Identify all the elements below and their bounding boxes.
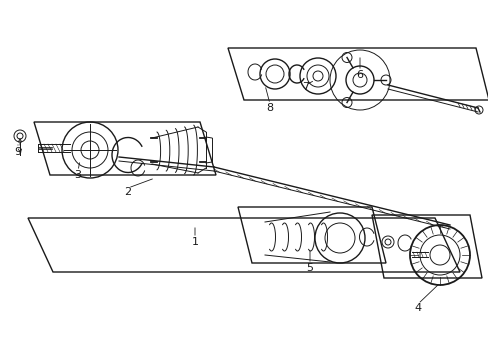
Text: 4: 4: [414, 303, 421, 313]
Text: 3: 3: [74, 170, 81, 180]
Text: 2: 2: [124, 187, 131, 197]
Text: 6: 6: [356, 70, 363, 80]
Text: 7: 7: [302, 82, 309, 92]
Text: 5: 5: [306, 263, 313, 273]
Text: 9: 9: [15, 147, 21, 157]
Text: 1: 1: [191, 237, 198, 247]
Text: 8: 8: [266, 103, 273, 113]
